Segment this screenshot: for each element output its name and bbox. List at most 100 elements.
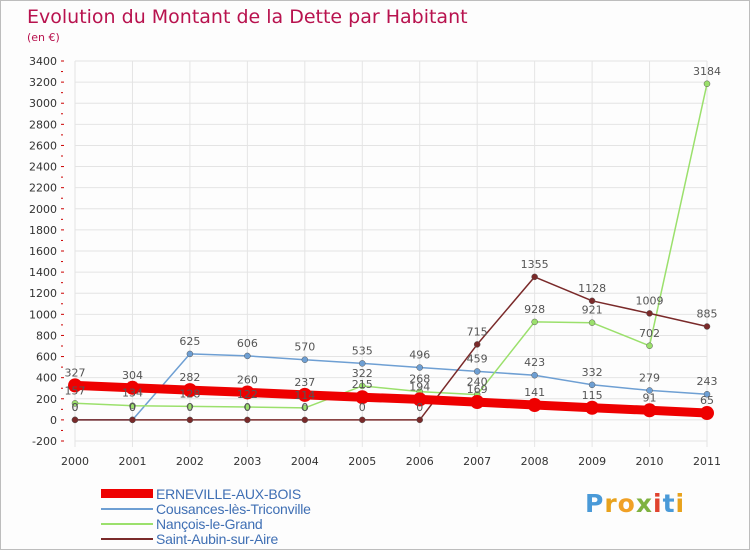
- data-point: [129, 402, 136, 409]
- data-point: [182, 383, 197, 398]
- data-point: [527, 398, 542, 413]
- data-point: [186, 416, 194, 424]
- data-point: [359, 382, 366, 390]
- legend: ERNEVILLE-AUX-BOIS Cousances-lès-Triconvi…: [101, 485, 311, 547]
- data-point: [68, 378, 82, 393]
- x-tick-label: 2007: [463, 455, 491, 468]
- legend-swatch: [101, 489, 153, 498]
- data-label: 114: [294, 389, 315, 402]
- data-point: [71, 400, 79, 407]
- legend-swatch: [101, 507, 153, 510]
- logo-letter: i: [675, 489, 686, 518]
- x-tick-label: 2005: [348, 455, 376, 468]
- y-tick-label: 1600: [29, 245, 57, 258]
- data-point: [531, 318, 538, 326]
- data-label: 0: [129, 401, 136, 414]
- grid: [74, 60, 708, 447]
- data-point: [646, 387, 653, 394]
- data-label: 128: [179, 387, 200, 400]
- data-point: [588, 381, 596, 389]
- x-tick-label: 2000: [61, 455, 89, 468]
- data-point: [646, 342, 653, 350]
- data-label: 65: [700, 394, 714, 407]
- data-point: [700, 406, 714, 421]
- data-label: 496: [409, 349, 430, 362]
- x-tick-label: 2008: [521, 455, 549, 468]
- data-point: [359, 416, 366, 424]
- data-point: [642, 403, 657, 418]
- x-tick-label: 2010: [636, 455, 664, 468]
- data-point: [646, 310, 653, 317]
- series-line: [74, 276, 708, 421]
- y-tick-label: 1400: [29, 266, 57, 279]
- data-point: [359, 360, 366, 367]
- data-label: 91: [643, 391, 657, 404]
- data-label: 3184: [693, 65, 721, 78]
- data-label: 157: [65, 384, 86, 397]
- data-label: 194: [409, 380, 430, 393]
- data-label: 0: [72, 401, 79, 414]
- y-tick-label: 800: [36, 329, 57, 342]
- data-point: [301, 416, 309, 424]
- logo-letter: t: [662, 489, 676, 518]
- legend-label: ERNEVILLE-AUX-BOIS: [156, 485, 301, 502]
- data-point: [355, 390, 370, 405]
- data-label: 282: [179, 371, 200, 384]
- y-tick-label: 2000: [29, 203, 57, 216]
- data-point: [186, 403, 194, 410]
- data-point: [240, 385, 255, 400]
- y-tick-label: 400: [36, 372, 57, 385]
- legend-label: Nançois-le-Grand: [156, 515, 263, 532]
- legend-item: Cousances-lès-Triconville: [101, 500, 311, 517]
- data-point: [125, 380, 140, 395]
- data-label: 243: [697, 375, 718, 388]
- data-label: 702: [639, 327, 660, 340]
- data-label: 715: [467, 325, 488, 338]
- data-point: [703, 323, 711, 330]
- data-point: [531, 273, 538, 281]
- data-label: 423: [524, 356, 545, 369]
- y-tick-label: 1800: [29, 224, 57, 237]
- data-point: [473, 341, 481, 348]
- series-line: [74, 353, 708, 421]
- data-point: [703, 80, 711, 88]
- data-label: 1128: [578, 282, 606, 295]
- legend-swatch: [101, 522, 153, 525]
- data-label: 0: [129, 401, 136, 414]
- series-line: [70, 380, 712, 418]
- axes: -200020040060080010001200140016001800200…: [29, 55, 721, 468]
- x-tick-label: 2006: [406, 455, 434, 468]
- data-point: [531, 371, 538, 379]
- x-tick-label: 2001: [118, 455, 146, 468]
- y-tick-label: 1000: [29, 308, 57, 321]
- x-tick-label: 2004: [291, 455, 319, 468]
- data-label: 268: [409, 373, 430, 386]
- legend-item: Nançois-le-Grand: [101, 515, 311, 532]
- data-point: [588, 319, 596, 326]
- data-label: 215: [352, 378, 373, 391]
- data-label: 0: [72, 401, 79, 414]
- data-point: [412, 392, 427, 407]
- data-label: 279: [639, 371, 660, 384]
- data-point: [71, 416, 79, 424]
- data-point: [297, 387, 312, 402]
- data-label: 570: [294, 341, 315, 354]
- data-label: 322: [352, 367, 373, 380]
- data-label: 304: [122, 369, 143, 382]
- chart-subtitle: (en €): [27, 31, 60, 44]
- series: [68, 80, 714, 424]
- data-label: 535: [352, 344, 373, 357]
- legend-label: Cousances-lès-Triconville: [156, 500, 311, 517]
- legend-swatch: [101, 537, 153, 540]
- data-point: [186, 350, 194, 358]
- data-point: [244, 352, 251, 360]
- data-label: 169: [467, 383, 488, 396]
- data-label: 459: [467, 352, 488, 365]
- logo-letter: x: [635, 489, 653, 518]
- x-tick-label: 2009: [578, 455, 606, 468]
- data-point: [588, 297, 596, 305]
- proxiti-logo: Proxiti: [585, 489, 685, 518]
- data-label: 260: [237, 373, 258, 386]
- data-label: 240: [467, 376, 488, 389]
